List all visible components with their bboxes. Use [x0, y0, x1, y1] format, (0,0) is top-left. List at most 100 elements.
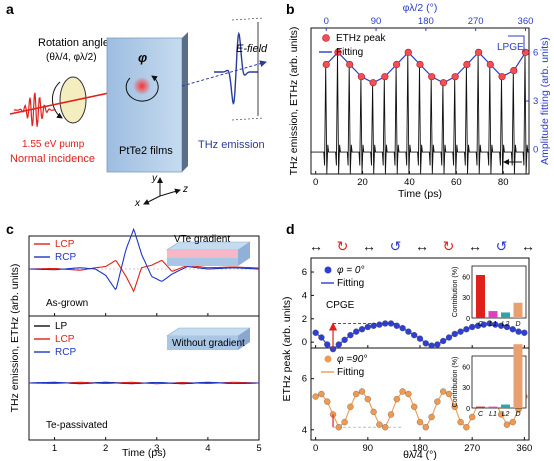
d-data-point: [428, 342, 435, 349]
d-data-point: [451, 330, 458, 338]
d-data-point: [370, 408, 377, 416]
d-data-point: [318, 334, 325, 341]
plot-c-ylabel: THz emission, ETHz (arb. units): [9, 264, 21, 413]
d-data-point: [399, 388, 406, 395]
d-data-point: [405, 390, 412, 398]
b-peak-point: [416, 60, 424, 69]
d-xtick-label: 270: [464, 443, 480, 454]
d-inset-xlabel: D: [515, 411, 520, 418]
d-data-point: [347, 331, 354, 339]
legend-fit-label: Fitting: [336, 47, 363, 58]
legend-d2-fit-label: Fitting: [337, 367, 364, 378]
b-peak-point: [381, 73, 389, 81]
b-peak-point: [357, 73, 365, 81]
panel-b-label: b: [286, 1, 295, 17]
phi-rotation-arrow: [125, 75, 159, 102]
legend-c2-rcp: RCP: [55, 347, 76, 358]
film-edge: [182, 32, 188, 172]
pump-label: 1.55 eV pump: [22, 139, 85, 150]
d-data-point: [376, 421, 383, 428]
plot-b-toplabel: φλ/2 (°): [403, 2, 438, 14]
b-rtick-label: 6: [533, 47, 538, 58]
legend-peak-label: ETHz peak: [336, 33, 386, 44]
d-inset-xlabel: C: [478, 411, 484, 418]
lpge-label: LPGE: [497, 42, 524, 53]
d-data-point: [445, 334, 453, 341]
d-data-point: [509, 326, 516, 333]
pump-pulse: [14, 92, 56, 127]
thz-waveform: [214, 31, 258, 105]
b-peak-point: [334, 48, 342, 56]
d-data-point: [457, 418, 464, 426]
c-xtick-label: 2: [103, 443, 108, 454]
c-trace-rcp: [29, 381, 259, 385]
d-inset-bar: [513, 344, 523, 408]
legend-d2-label: φ =90°: [337, 354, 367, 365]
d-data-point: [341, 336, 348, 343]
d-ytick-label: 2: [302, 314, 307, 325]
incidence-label: Normal incidence: [10, 153, 95, 165]
d-data-point: [509, 418, 516, 426]
polarization-icon: ↔: [415, 238, 429, 254]
d-inset-bar: [488, 311, 498, 318]
phi-symbol: φ: [138, 50, 147, 65]
plot-c-frame: [28, 235, 260, 441]
d-ytick-label: 6: [302, 374, 307, 385]
legend-c2-lcp: LCP: [55, 334, 75, 345]
legend-peak-marker: [322, 34, 330, 42]
d-xtick-label: 360: [516, 443, 532, 454]
d-data-point: [312, 393, 319, 400]
vte-gradient-inset: VTe gradient: [166, 234, 251, 266]
d-inset-ytick-label: 0: [466, 406, 470, 413]
panel-a-label: a: [6, 1, 14, 17]
panel-c-label: c: [6, 221, 14, 237]
d-inset-xlabel: C: [478, 321, 484, 328]
d-inset-bar: [513, 302, 523, 318]
polarization-icon: ↻: [337, 238, 349, 254]
efield-label: E-field: [236, 43, 268, 55]
d-inset-xlabel: D: [515, 321, 520, 328]
b-rtick-label: 3: [533, 96, 538, 107]
b-toptick-label: 180: [418, 16, 434, 27]
d-data-point: [457, 328, 464, 335]
d-data-point: [411, 331, 418, 339]
d-ytick-label: 6: [302, 267, 307, 278]
d-data-point: [498, 411, 505, 418]
b-xtick-label: 0: [313, 177, 318, 188]
b-toptick-label: 270: [468, 16, 484, 27]
plot-b-ylabel-right: Amplitude fitting (arb. units): [539, 37, 551, 165]
rotation-arrow: [51, 81, 63, 119]
polarization-icon: ↔: [309, 238, 323, 254]
as-grown-label: As-grown: [46, 298, 88, 309]
d-data-point: [341, 418, 348, 426]
d-ytick-label: 4: [302, 290, 307, 301]
d-data-point: [405, 328, 412, 335]
b-peak-point: [346, 60, 354, 69]
polarization-icon: ↺: [390, 238, 402, 254]
d-data-point: [451, 403, 458, 410]
d-inset-xlabel: L1: [489, 321, 497, 328]
axis-z-arrow: [159, 188, 181, 197]
d-inset-ylabel: Contribution (%): [452, 357, 459, 408]
panel-c: c 1 2 3 4 5 Time (ps) THz emission, ETHz (ar…: [6, 221, 262, 459]
d-data-point: [312, 329, 319, 336]
d-inset-bar: [476, 275, 485, 318]
d-data-point: [434, 341, 441, 348]
d-data-point: [416, 418, 424, 426]
d-inset-bar: [501, 312, 510, 318]
legend-d1-label: φ = 0°: [337, 265, 364, 276]
legend-c1-rcp: RCP: [55, 252, 76, 263]
b-toptick-label: 0: [324, 16, 329, 27]
d-data-point: [428, 413, 435, 421]
te-passivated-label: Te-passivated: [46, 420, 108, 431]
d-data-point: [335, 341, 342, 348]
b-toptick-label: 360: [518, 16, 534, 27]
rotation-title: Rotation angle: [38, 37, 109, 49]
d-data-point: [411, 403, 418, 410]
axis-x-label: x: [134, 198, 141, 209]
b-rtick-label: 0: [533, 145, 538, 156]
b-peak-point: [428, 73, 436, 81]
